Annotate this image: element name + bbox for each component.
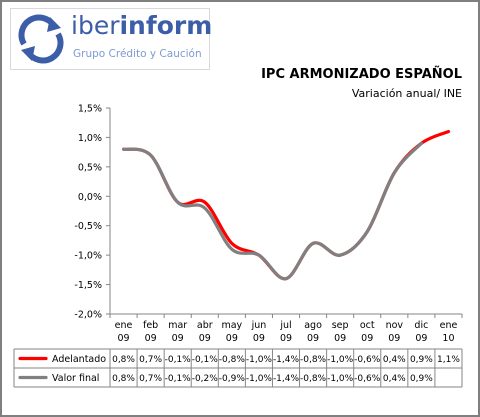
legend-adelantado-label: Adelantado [52, 354, 106, 365]
table-cell-value: 1,1% [437, 355, 460, 365]
series-valor-final-line [121, 141, 423, 281]
table-cell-value: -0,9% [219, 374, 246, 384]
table-cell-value: -1,0% [327, 374, 354, 384]
x-tick-label-year: 09 [145, 333, 157, 344]
table-cell-value: -0,8% [300, 355, 327, 365]
table-cell-value: 0,4% [383, 374, 406, 384]
x-tick-label-year: 09 [388, 333, 400, 344]
x-tick-label: jun [251, 320, 267, 331]
x-tick-label-year: 09 [253, 333, 265, 344]
y-tick-label: 0,0% [78, 192, 102, 203]
table-cell-value: -0,1% [192, 355, 219, 365]
table-cell-value: -1,0% [246, 374, 273, 384]
logo-arrows-icon [18, 14, 64, 64]
y-tick-label: 0,5% [78, 162, 102, 173]
x-tick-label: ene [115, 320, 133, 331]
y-tick-label: -2,0% [74, 310, 102, 321]
table-cell-value: -1,4% [273, 355, 300, 365]
x-tick-label-year: 09 [226, 333, 238, 344]
x-tick-label: jul [279, 320, 291, 331]
logo-name-bold: inform [119, 11, 213, 40]
logo-wordmark: iberinform [71, 11, 212, 40]
table-cell-value: -1,0% [327, 355, 354, 365]
logo-name-light: iber [71, 11, 120, 40]
table-cell-value: 0,9% [410, 374, 433, 384]
table-cell-value: 0,4% [383, 355, 406, 365]
table-cell-value: -0,1% [165, 355, 192, 365]
table-cell-value: -1,0% [246, 355, 273, 365]
x-tick-label: ago [304, 320, 322, 331]
table-cell-value: -0,2% [192, 374, 219, 384]
table-cell-value: 0,7% [139, 374, 162, 384]
logo-tagline: Grupo Crédito y Caución [73, 48, 202, 60]
table-cell-value: -0,8% [300, 374, 327, 384]
x-tick-label: nov [386, 320, 404, 331]
x-tick-label: abr [197, 320, 213, 331]
x-tick-label-year: 10 [442, 333, 454, 344]
table-cell-value: 0,8% [112, 374, 135, 384]
x-tick-label-year: 09 [117, 333, 129, 344]
table-cell-value: -0,8% [219, 355, 246, 365]
y-tick-label: 1,0% [78, 133, 102, 144]
x-tick-label: may [221, 320, 242, 331]
y-tick-label: -1,5% [74, 280, 102, 291]
x-tick-label-year: 09 [199, 333, 211, 344]
table-cell-value: 0,7% [139, 355, 162, 365]
x-tick-label: ene [440, 320, 458, 331]
chart-title: IPC ARMONIZADO ESPAÑOL [261, 67, 462, 82]
series-adelantado-line [121, 129, 451, 281]
x-tick-label: mar [168, 320, 187, 331]
y-tick-label: -1,0% [74, 251, 102, 262]
table-cell-value: -1,4% [273, 374, 300, 384]
x-tick-label-year: 09 [280, 333, 292, 344]
table-cell-value: -0,6% [354, 374, 381, 384]
y-tick-label: 1,5% [78, 104, 102, 115]
table-cell-value: 0,8% [112, 355, 135, 365]
legend-valor-final-label: Valor final [52, 373, 99, 384]
x-tick-label-year: 09 [307, 333, 319, 344]
x-tick-label: feb [143, 320, 158, 331]
x-tick-label-year: 09 [361, 333, 373, 344]
x-tick-label-year: 09 [415, 333, 427, 344]
logo: iberinform Grupo Crédito y Caución [10, 8, 212, 70]
table-cell-value: 0,9% [410, 355, 433, 365]
x-tick-label-year: 09 [172, 333, 184, 344]
chart-subtitle: Variación anual/ INE [351, 87, 462, 100]
table-cell-value: -0,1% [165, 374, 192, 384]
x-tick-label: oct [360, 320, 375, 331]
y-tick-label: -0,5% [74, 221, 102, 232]
table-cell-value: -0,6% [354, 355, 381, 365]
x-tick-label-year: 09 [334, 333, 346, 344]
x-tick-label: sep [332, 320, 349, 331]
x-tick-label: dic [414, 320, 428, 331]
